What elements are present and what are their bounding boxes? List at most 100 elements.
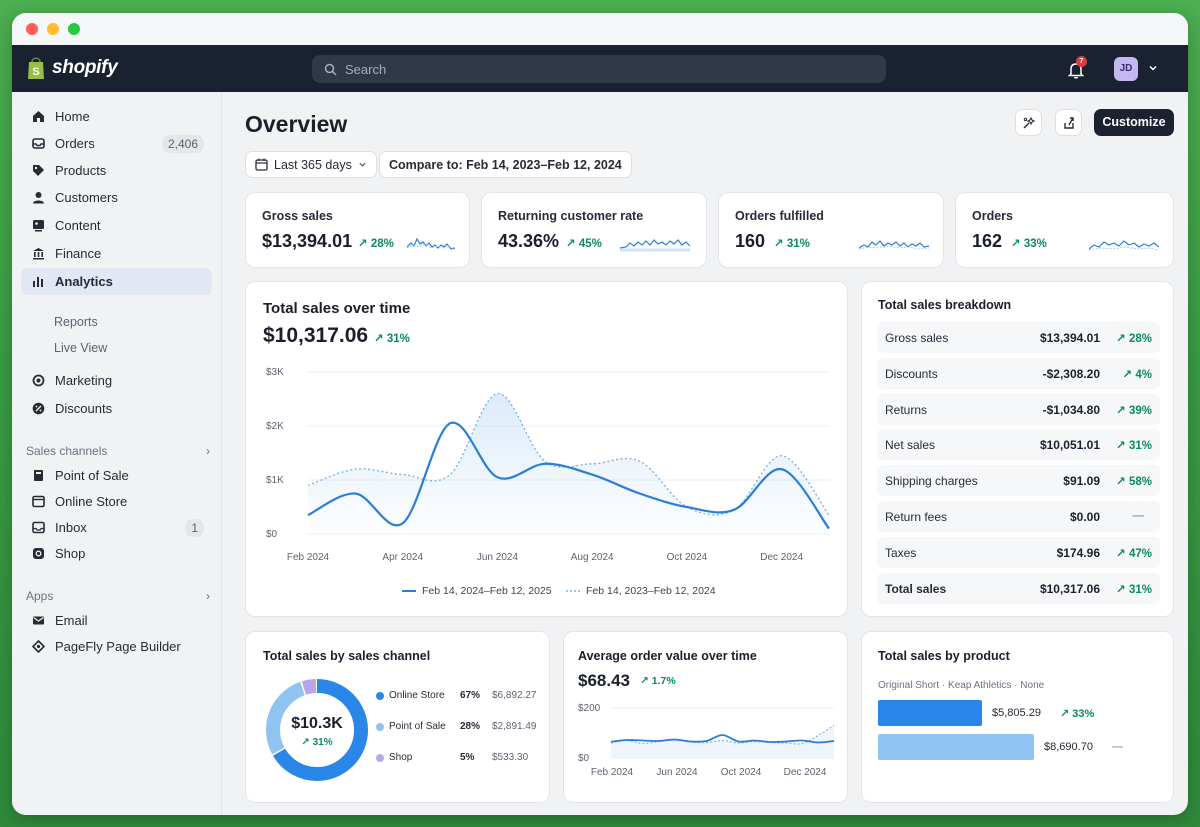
sidebar-subitem-live-view[interactable]: Live View bbox=[54, 341, 108, 355]
breakdown-trend-value: 39% bbox=[1128, 404, 1152, 417]
kpi-card-gross-sales[interactable]: Gross sales $13,394.01 ↗ 28% bbox=[245, 192, 470, 268]
breakdown-row[interactable]: Taxes $174.96 ↗ 47% bbox=[877, 536, 1160, 568]
sidebar-item-label: Customers bbox=[55, 190, 118, 205]
breakdown-value: $174.96 bbox=[1056, 545, 1100, 560]
sidebar-item-orders[interactable]: Orders 2,406 bbox=[21, 130, 212, 157]
donut-slice[interactable] bbox=[266, 679, 368, 781]
notification-count-badge: 7 bbox=[1076, 56, 1087, 67]
breakdown-label: Return fees bbox=[885, 510, 948, 524]
date-range-picker[interactable]: Last 365 days bbox=[245, 151, 377, 178]
sidebar-item-customers[interactable]: Customers bbox=[21, 184, 212, 211]
product-bar[interactable] bbox=[878, 734, 1034, 760]
breakdown-trend-value: 31% bbox=[1128, 440, 1152, 453]
sidebar-item-discounts[interactable]: Discounts bbox=[21, 395, 212, 422]
legend-current-label: Feb 14, 2024–Feb 12, 2025 bbox=[422, 585, 552, 597]
breakdown-trend-value: 31% bbox=[1128, 583, 1152, 596]
kpi-value: 162 bbox=[972, 231, 1003, 251]
breakdown-trend: — bbox=[1132, 510, 1145, 522]
breakdown-value: $0.00 bbox=[1069, 510, 1100, 524]
kpi-card-orders[interactable]: Orders 162 ↗ 33% bbox=[955, 192, 1174, 268]
kpi-value: $13,394.01 bbox=[262, 231, 353, 251]
donut-slice[interactable] bbox=[266, 679, 368, 781]
sidebar-item-finance[interactable]: Finance bbox=[21, 240, 212, 267]
previous-series-area bbox=[611, 725, 834, 758]
kpi-label: Orders fulfilled bbox=[735, 209, 824, 223]
apps-header[interactable]: Apps › bbox=[26, 589, 210, 603]
previous-series-area bbox=[308, 393, 829, 534]
breakdown-trend-value: 47% bbox=[1128, 547, 1152, 560]
sidebar-item-analytics[interactable]: Analytics bbox=[21, 268, 212, 295]
search-input[interactable]: Search bbox=[312, 55, 886, 83]
breakdown-row[interactable]: Shipping charges $91.09 ↗ 58% bbox=[877, 465, 1160, 497]
breakdown-row[interactable]: Discounts -$2,308.20 ↗ 4% bbox=[877, 357, 1160, 389]
avatar[interactable]: JD bbox=[1114, 57, 1138, 81]
sidebar-subitem-reports[interactable]: Reports bbox=[54, 315, 98, 329]
sidebar-item-label: Shop bbox=[55, 546, 86, 561]
pos-icon bbox=[31, 469, 45, 483]
chart-total-value: $10,317.06 bbox=[263, 324, 369, 347]
maximize-window-button[interactable] bbox=[68, 23, 80, 35]
breakdown-value: $10,317.06 bbox=[1039, 581, 1100, 596]
store-icon bbox=[31, 495, 45, 509]
sidebar-item-inbox[interactable]: Inbox 1 bbox=[21, 514, 212, 541]
legend-previous-label: Feb 14, 2023–Feb 12, 2024 bbox=[586, 585, 716, 597]
kpi-card-returning-customer-rate[interactable]: Returning customer rate 43.36% ↗ 45% bbox=[481, 192, 707, 268]
sidebar-item-label: Point of Sale bbox=[55, 468, 129, 483]
previous-series-line[interactable] bbox=[610, 724, 835, 745]
inbox-count-badge: 1 bbox=[185, 518, 204, 537]
breakdown-value: $10,051.01 bbox=[1039, 438, 1100, 453]
breakdown-row[interactable]: Return fees $0.00 — bbox=[877, 501, 1160, 532]
shopify-bag-icon: S bbox=[28, 57, 44, 79]
close-window-button[interactable] bbox=[26, 23, 38, 35]
sales-channels-header[interactable]: Sales channels › bbox=[26, 444, 210, 458]
sidebar-item-online-store[interactable]: Online Store bbox=[21, 488, 212, 515]
breakdown-label: Returns bbox=[885, 402, 928, 417]
product-bar-trend: ↗ 33% bbox=[1060, 708, 1095, 720]
breakdown-row[interactable]: Returns -$1,034.80 ↗ 39% bbox=[877, 393, 1160, 425]
y-tick-label: $0 bbox=[578, 753, 590, 764]
sidebar-item-point-of-sale[interactable]: Point of Sale bbox=[21, 462, 212, 489]
breakdown-row[interactable]: Total sales $10,317.06 ↗ 31% bbox=[877, 572, 1160, 604]
sidebar-item-label: Online Store bbox=[55, 494, 128, 509]
inbox-icon bbox=[31, 521, 45, 535]
breakdown-value: $91.09 bbox=[1063, 474, 1100, 489]
kpi-value: 160 bbox=[735, 231, 766, 251]
breakdown-trend-value: 58% bbox=[1128, 476, 1152, 489]
sales-by-product-card: Total sales by product Original Short · … bbox=[861, 631, 1174, 803]
content-icon bbox=[31, 219, 45, 233]
kpi-trend-value: 28% bbox=[370, 238, 394, 250]
sidebar-item-marketing[interactable]: Marketing bbox=[21, 367, 212, 394]
chevron-down-icon[interactable] bbox=[1148, 63, 1158, 73]
legend-dashed-line-icon bbox=[566, 590, 580, 592]
sidebar-item-pagefly[interactable]: PageFly Page Builder bbox=[21, 633, 212, 660]
product-bar[interactable] bbox=[878, 700, 982, 726]
search-icon bbox=[324, 63, 337, 76]
sidebar-item-email[interactable]: Email bbox=[21, 607, 212, 634]
share-button[interactable] bbox=[1055, 109, 1082, 136]
kpi-card-orders-fulfilled[interactable]: Orders fulfilled 160 ↗ 31% bbox=[718, 192, 944, 268]
product-bar-value: $8,690.70 bbox=[1044, 741, 1093, 753]
breakdown-row[interactable]: Net sales $10,051.01 ↗ 31% bbox=[877, 429, 1160, 461]
sidebar-item-products[interactable]: Products bbox=[21, 157, 212, 184]
sales-line-chart: $0 $1K $2K $3K Feb 2024 Apr 2024 Jun 2024 Aug 2… bbox=[266, 367, 830, 563]
breakdown-row[interactable]: Gross sales $13,394.01 ↗ 28% bbox=[877, 322, 1160, 353]
sidebar-item-content[interactable]: Content bbox=[21, 212, 212, 239]
shopify-logo[interactable]: S shopify bbox=[26, 56, 118, 80]
x-tick-label: Apr 2024 bbox=[382, 552, 423, 563]
sidebar-item-shop[interactable]: Shop bbox=[21, 540, 212, 567]
sidebar-item-home[interactable]: Home bbox=[21, 103, 212, 130]
minimize-window-button[interactable] bbox=[47, 23, 59, 35]
x-tick-label: Jun 2024 bbox=[656, 767, 698, 778]
compare-to-picker[interactable]: Compare to: Feb 14, 2023–Feb 12, 2024 bbox=[379, 151, 632, 178]
breakdown-trend: ↗ 31% bbox=[1116, 440, 1152, 453]
kpi-label: Orders bbox=[972, 209, 1013, 223]
discount-icon bbox=[31, 402, 45, 416]
current-series-line[interactable] bbox=[610, 734, 835, 744]
aov-trend: ↗ 1.7% bbox=[640, 675, 676, 687]
metrics-toggle-button[interactable] bbox=[1015, 109, 1042, 136]
kpi-sparkline bbox=[859, 240, 929, 250]
current-series-line[interactable] bbox=[307, 421, 830, 530]
sidebar-item-label: Content bbox=[55, 218, 101, 233]
customize-button[interactable]: Customize bbox=[1094, 109, 1174, 136]
shop-icon bbox=[31, 547, 45, 561]
